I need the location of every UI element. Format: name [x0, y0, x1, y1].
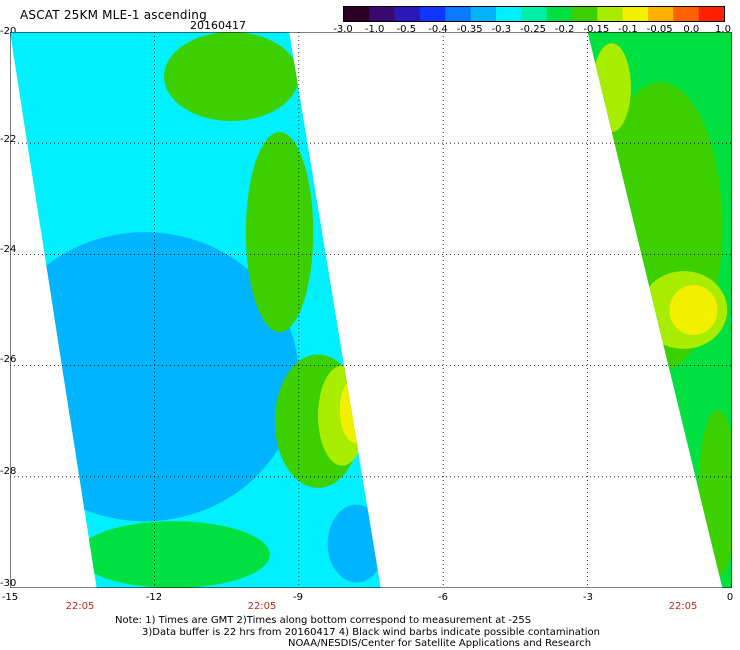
colorbar-swatch	[648, 7, 674, 21]
colorbar	[343, 6, 725, 22]
footer-note-1: Note: 1) Times are GMT 2)Times along bot…	[115, 615, 532, 626]
footer-note-2: 3)Data buffer is 22 hrs from 20160417 4)…	[142, 627, 600, 638]
colorbar-tick-label: -0.25	[520, 24, 546, 35]
x-tick-label: -15	[1, 592, 19, 603]
map-title: ASCAT 25KM MLE-1 ascending	[20, 8, 207, 22]
y-tick-label: -24	[0, 244, 17, 255]
y-tick-label: -20	[0, 26, 17, 37]
colorbar-swatch	[420, 7, 446, 21]
data-region	[327, 504, 381, 583]
footer-credit: NOAA/NESDIS/Center for Satellite Applica…	[288, 638, 592, 649]
colorbar-swatch	[394, 7, 421, 21]
colorbar-tick-label: -0.3	[491, 24, 512, 35]
map-plot-area	[10, 32, 732, 588]
colorbar-tick-label: -0.2	[554, 24, 575, 35]
pass-time-label: 22:05	[668, 601, 698, 612]
map-date: 20160417	[190, 19, 246, 32]
colorbar-tick-label: -0.4	[428, 24, 448, 35]
lat-lon-grid	[10, 32, 732, 588]
colorbar-tick-label: 1.0	[715, 24, 731, 35]
colorbar-swatch	[622, 7, 649, 21]
data-region	[669, 284, 718, 336]
colorbar-swatch	[546, 7, 573, 21]
data-region	[77, 521, 270, 588]
y-tick-label: -30	[0, 578, 17, 589]
colorbar-swatch	[369, 7, 396, 21]
colorbar-swatch	[344, 7, 370, 21]
colorbar-tick-label: -0.1	[618, 24, 638, 35]
colorbar-tick-label: -1.0	[364, 24, 385, 35]
colorbar-swatch	[698, 7, 724, 21]
x-tick-label: -6	[438, 592, 448, 603]
x-tick-label: 0	[726, 592, 734, 603]
colorbar-tick-label: -0.05	[646, 24, 673, 35]
colorbar-tick-label: -3.0	[333, 24, 353, 35]
colorbar-swatch	[521, 7, 548, 21]
colorbar-swatch	[445, 7, 472, 21]
colorbar-swatch	[597, 7, 624, 21]
y-tick-label: -28	[0, 466, 17, 477]
data-region	[245, 132, 314, 333]
colorbar-swatch	[572, 7, 598, 21]
x-tick-label: -9	[293, 592, 303, 603]
colorbar-tick-label: 0.0	[683, 24, 700, 35]
colorbar-labels: -3.0 -1.0 -0.5 -0.4 -0.35 -0.3 -0.25 -0.2 -0.15-…	[320, 24, 740, 38]
data-region	[339, 376, 374, 444]
colorbar-swatch	[496, 7, 522, 21]
colorbar-tick-label: -0.15	[583, 24, 610, 35]
data-region	[356, 407, 381, 447]
pass-time-label: 22:05	[65, 601, 95, 612]
pass-time-label: 22:05	[247, 601, 277, 612]
colorbar-swatch	[673, 7, 700, 21]
y-tick-label: -26	[0, 354, 17, 365]
colorbar-tick-label: -0.5	[396, 24, 417, 35]
data-region	[164, 32, 299, 121]
y-tick-label: -22	[0, 134, 17, 145]
x-tick-label: -3	[583, 592, 593, 603]
x-tick-label: -12	[145, 592, 163, 603]
colorbar-swatch	[470, 7, 497, 21]
colorbar-tick-label: -0.35	[456, 24, 483, 35]
data-region	[592, 43, 631, 133]
